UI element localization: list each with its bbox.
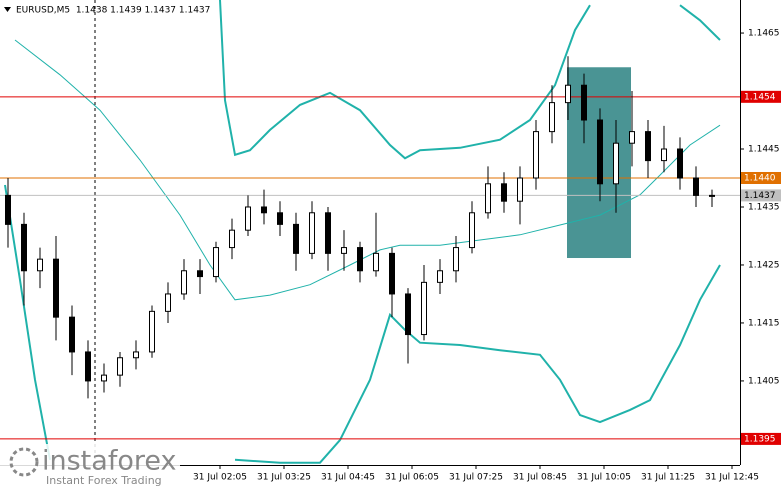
y-tick-label: 1.1405 xyxy=(748,376,780,386)
level-label-box xyxy=(741,171,781,184)
candle-body xyxy=(581,84,587,121)
candle-body xyxy=(437,270,443,283)
candle-body xyxy=(629,131,635,144)
candle-body xyxy=(53,258,59,318)
candle-body xyxy=(517,177,523,202)
band-line xyxy=(219,0,721,160)
band-line xyxy=(4,184,721,464)
candle-body xyxy=(5,194,11,225)
x-tick-label: 31 Jul 08:45 xyxy=(513,473,567,483)
candle-body xyxy=(133,351,139,359)
x-tick-label: 31 Jul 07:25 xyxy=(449,473,503,483)
candle-body xyxy=(149,310,155,353)
level-label-box xyxy=(741,90,781,103)
y-tick-label: 1.1445 xyxy=(748,145,780,155)
candle-body xyxy=(309,212,315,254)
candle-body xyxy=(325,212,331,254)
level-label: 1.1395 xyxy=(744,434,776,444)
candle-body xyxy=(293,223,299,254)
candle-body xyxy=(453,247,459,272)
candle-body xyxy=(373,252,379,272)
x-tick-label: 31 Jul 12:45 xyxy=(705,473,759,483)
plot-area xyxy=(0,0,740,465)
level-label-box xyxy=(741,432,781,445)
candle-body xyxy=(485,183,491,214)
candle-body xyxy=(533,131,539,179)
candle-body xyxy=(181,270,187,295)
candle-body xyxy=(101,374,107,382)
candle-body xyxy=(213,247,219,278)
x-tick-label: 31 Jul 04:45 xyxy=(321,473,375,483)
logo-tagline: Instant Forex Trading xyxy=(46,474,162,487)
candle-body xyxy=(549,102,555,133)
candle-body xyxy=(229,229,235,249)
level-label-box xyxy=(741,189,781,202)
y-tick-label: 1.1415 xyxy=(748,318,780,328)
candle-body xyxy=(69,316,75,353)
candle-body xyxy=(501,183,507,202)
level-label: 1.1440 xyxy=(744,173,776,183)
x-tick-label: 31 Jul 10:05 xyxy=(577,473,631,483)
candle-body xyxy=(597,119,603,185)
y-tick-label: 1.1465 xyxy=(748,29,780,39)
chart-title: EURUSD,M5 1.1438 1.1439 1.1437 1.1437 xyxy=(16,6,210,16)
candle-body xyxy=(341,247,347,254)
candle-body xyxy=(677,148,683,179)
y-tick-label: 1.1435 xyxy=(748,202,780,212)
candle-body xyxy=(421,281,427,336)
candle-body xyxy=(261,206,267,214)
candle-body xyxy=(693,177,699,196)
candle-body xyxy=(565,84,571,104)
candle-body xyxy=(245,206,251,231)
x-tick-label: 31 Jul 06:05 xyxy=(385,473,439,483)
y-tick-label: 1.1425 xyxy=(748,260,780,270)
candle-body xyxy=(197,270,203,278)
x-tick-label: 31 Jul 02:05 xyxy=(193,473,247,483)
candle-body xyxy=(357,247,363,272)
candle-body xyxy=(165,293,171,312)
candle-body xyxy=(405,293,411,336)
candle-body xyxy=(37,258,43,272)
level-label: 1.1454 xyxy=(744,92,776,102)
x-tick-label: 31 Jul 11:25 xyxy=(641,473,695,483)
candle-body xyxy=(661,148,667,162)
candle-body xyxy=(389,252,395,295)
candle-body xyxy=(85,351,91,382)
candle-body xyxy=(117,357,123,376)
candle-body xyxy=(277,212,283,225)
candle-body xyxy=(709,194,715,197)
title-arrow xyxy=(4,7,11,12)
candle-body xyxy=(21,223,27,272)
logo-background xyxy=(0,444,180,488)
candle-body xyxy=(645,131,651,162)
logo-name: instaforex xyxy=(42,446,176,477)
level-label: 1.1437 xyxy=(744,191,776,201)
candle-body xyxy=(613,142,619,185)
x-tick-label: 31 Jul 03:25 xyxy=(257,473,311,483)
logo-icon xyxy=(9,447,39,477)
candle-body xyxy=(469,212,475,249)
logo: instaforex Instant Forex Trading xyxy=(0,444,180,488)
